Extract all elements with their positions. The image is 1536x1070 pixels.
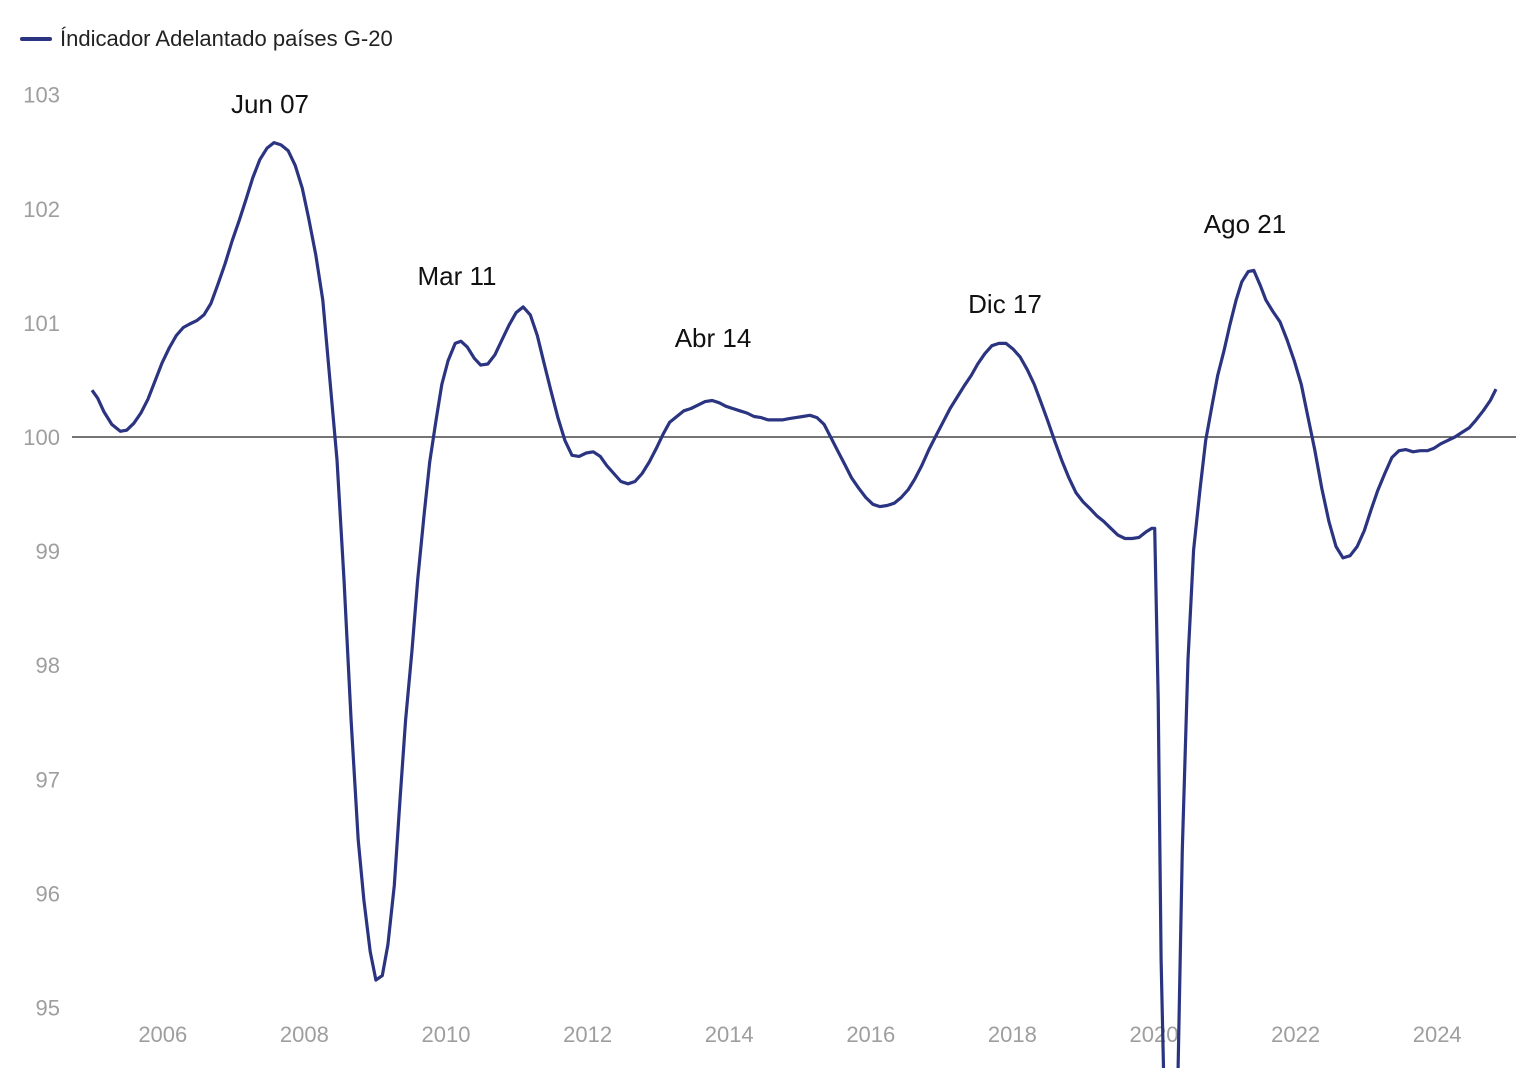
y-tick-label: 101	[23, 311, 60, 336]
y-tick-label: 98	[36, 653, 60, 678]
x-tick-label: 2018	[988, 1022, 1037, 1047]
annotation-label: Abr 14	[675, 323, 752, 353]
annotation-label: Ago 21	[1204, 209, 1286, 239]
series-group	[90, 141, 1498, 1069]
x-tick-label: 2014	[705, 1022, 754, 1047]
legend-label: Índicador Adelantado países G-20	[60, 26, 393, 51]
x-tick-label: 2016	[846, 1022, 895, 1047]
x-tick-label: 2006	[138, 1022, 187, 1047]
y-tick-label: 97	[36, 767, 60, 792]
x-tick-label: 2008	[280, 1022, 329, 1047]
y-axis: 95 96 97 98 99 100 101 102 103	[23, 83, 60, 1021]
annotations: Jun 07 Mar 11 Abr 14 Dic 17 Ago 21	[231, 89, 1286, 353]
y-tick-label: 99	[36, 539, 60, 564]
series-line	[90, 141, 1498, 1069]
y-tick-label: 103	[23, 83, 60, 108]
legend-swatch	[20, 37, 52, 41]
y-tick-label: 96	[36, 881, 60, 906]
y-tick-label: 100	[23, 425, 60, 450]
x-tick-label: 2020	[1130, 1022, 1179, 1047]
x-axis: 2006 2008 2010 2012 2014 2016 2018 2020 2022 2024	[138, 1022, 1461, 1047]
annotation-label: Dic 17	[968, 289, 1042, 319]
y-tick-label: 102	[23, 197, 60, 222]
x-tick-label: 2010	[422, 1022, 471, 1047]
legend: Índicador Adelantado países G-20	[20, 26, 393, 52]
x-tick-label: 2024	[1413, 1022, 1462, 1047]
x-tick-label: 2022	[1271, 1022, 1320, 1047]
x-tick-label: 2012	[563, 1022, 612, 1047]
annotation-label: Jun 07	[231, 89, 309, 119]
annotation-label: Mar 11	[418, 261, 497, 291]
y-tick-label: 95	[36, 996, 60, 1021]
